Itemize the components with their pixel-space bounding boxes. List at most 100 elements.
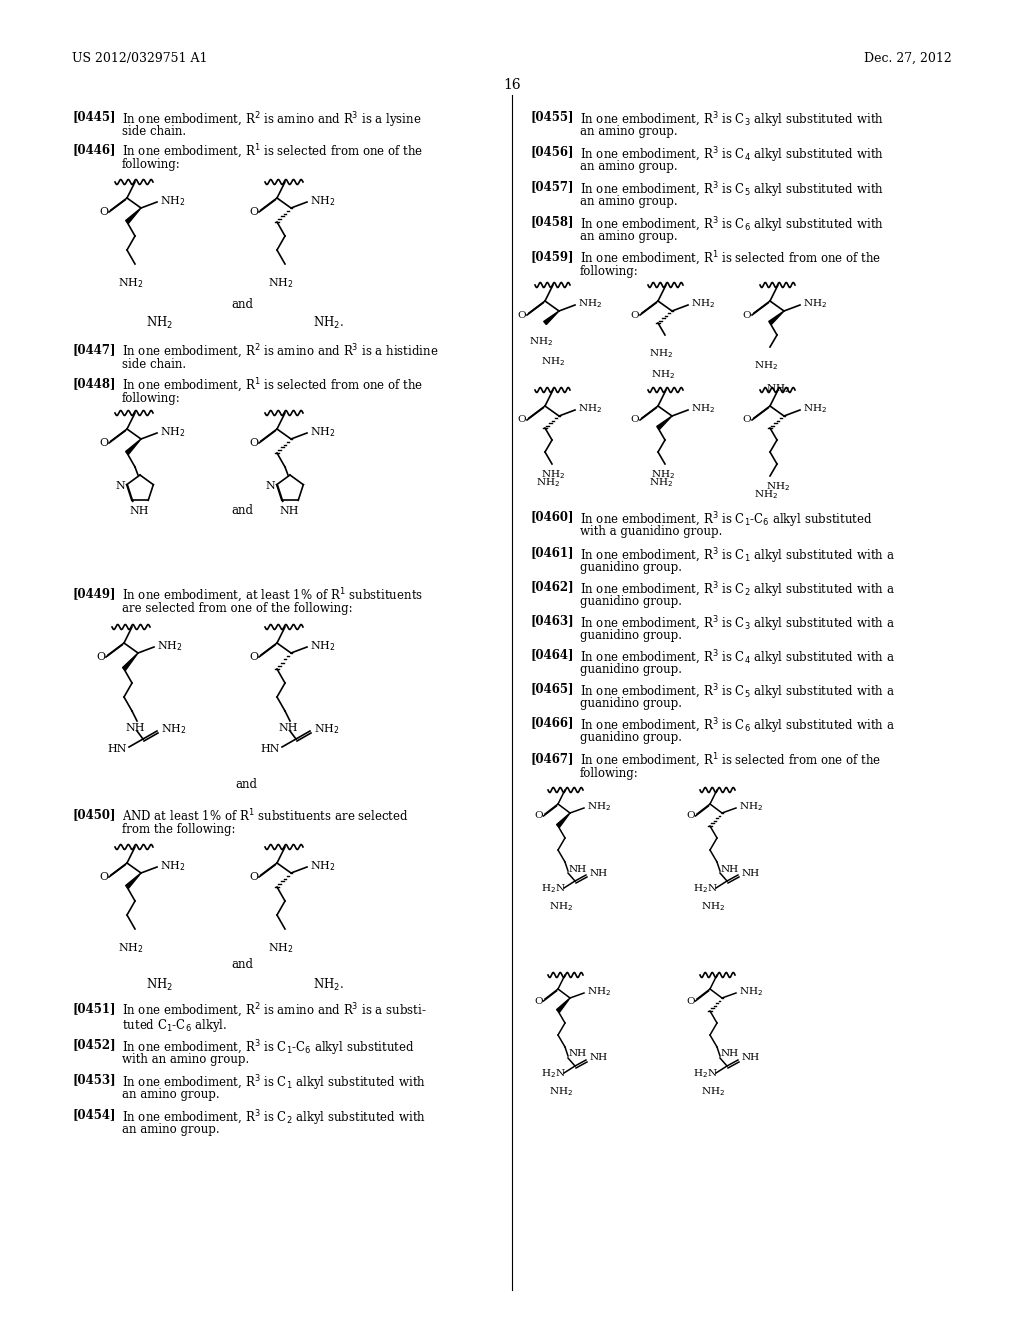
Text: O: O (631, 310, 639, 319)
Text: NH$_2$.: NH$_2$. (312, 977, 343, 993)
Text: are selected from one of the following:: are selected from one of the following: (122, 602, 352, 615)
Text: NH$_2$: NH$_2$ (160, 194, 185, 209)
Text: [0446]: [0446] (72, 143, 116, 156)
Text: an amino group.: an amino group. (580, 125, 678, 139)
Text: [0449]: [0449] (72, 587, 116, 601)
Text: [0465]: [0465] (530, 682, 573, 696)
Text: side chain.: side chain. (122, 125, 186, 139)
Text: HN: HN (260, 744, 280, 754)
Text: NH: NH (590, 869, 608, 878)
Text: N: N (265, 480, 274, 491)
Text: O: O (631, 416, 639, 425)
Text: NH: NH (280, 506, 299, 516)
Text: O: O (518, 416, 526, 425)
Text: NH$_2$: NH$_2$ (803, 297, 827, 310)
Text: [0459]: [0459] (530, 249, 573, 263)
Text: NH: NH (721, 1049, 739, 1059)
Text: NH$_2$: NH$_2$ (549, 1085, 573, 1098)
Text: NH$_2$: NH$_2$ (310, 425, 336, 438)
Text: NH$_2$.: NH$_2$. (312, 315, 343, 331)
Text: NH: NH (129, 506, 148, 516)
Text: In one embodiment, R$^3$ is C$_4$ alkyl substituted with a: In one embodiment, R$^3$ is C$_4$ alkyl … (580, 648, 895, 668)
Text: In one embodiment, R$^3$ is C$_1$-C$_6$ alkyl substituted: In one embodiment, R$^3$ is C$_1$-C$_6$ … (580, 510, 872, 529)
Text: with a guanidino group.: with a guanidino group. (580, 525, 722, 539)
Text: following:: following: (580, 265, 639, 279)
Text: [0450]: [0450] (72, 808, 116, 821)
Text: guanidino group.: guanidino group. (580, 731, 682, 744)
Text: [0466]: [0466] (530, 715, 573, 729)
Text: In one embodiment, R$^3$ is C$_3$ alkyl substituted with: In one embodiment, R$^3$ is C$_3$ alkyl … (580, 110, 884, 129)
Text: [0457]: [0457] (530, 180, 573, 193)
Text: NH$_2$: NH$_2$ (529, 335, 553, 347)
Text: O: O (99, 438, 109, 447)
Text: NH: NH (125, 723, 144, 733)
Text: and: and (234, 779, 257, 792)
Text: NH$_2$: NH$_2$ (310, 639, 336, 653)
Text: H$_2$N: H$_2$N (541, 883, 565, 895)
Text: [0460]: [0460] (530, 510, 573, 523)
Text: In one embodiment, R$^3$ is C$_5$ alkyl substituted with a: In one embodiment, R$^3$ is C$_5$ alkyl … (580, 682, 895, 702)
Text: [0456]: [0456] (530, 145, 573, 158)
Text: NH$_2$: NH$_2$ (157, 639, 182, 653)
Text: [0447]: [0447] (72, 343, 116, 356)
Text: H$_2$N: H$_2$N (692, 1068, 718, 1080)
Text: NH$_2$: NH$_2$ (268, 941, 294, 954)
Text: NH$_2$: NH$_2$ (766, 480, 791, 492)
Text: NH$_2$: NH$_2$ (754, 359, 778, 372)
Text: guanidino group.: guanidino group. (580, 630, 682, 642)
Text: In one embodiment, R$^3$ is C$_6$ alkyl substituted with: In one embodiment, R$^3$ is C$_6$ alkyl … (580, 215, 884, 235)
Text: AND at least 1% of R$^1$ substituents are selected: AND at least 1% of R$^1$ substituents ar… (122, 808, 409, 825)
Text: [0454]: [0454] (72, 1107, 116, 1121)
Text: O: O (687, 997, 695, 1006)
Text: O: O (518, 310, 526, 319)
Text: [0462]: [0462] (530, 579, 573, 593)
Text: US 2012/0329751 A1: US 2012/0329751 A1 (72, 51, 208, 65)
Text: O: O (687, 812, 695, 821)
Text: O: O (99, 873, 109, 882)
Text: [0458]: [0458] (530, 215, 573, 228)
Text: NH$_2$: NH$_2$ (146, 315, 173, 331)
Text: NH$_2$: NH$_2$ (536, 477, 560, 488)
Polygon shape (126, 209, 141, 223)
Text: N: N (115, 480, 125, 491)
Text: NH: NH (742, 869, 760, 878)
Text: NH$_2$: NH$_2$ (739, 801, 763, 813)
Text: [0448]: [0448] (72, 378, 116, 389)
Text: NH$_2$: NH$_2$ (578, 403, 602, 416)
Text: NH$_2$: NH$_2$ (587, 801, 611, 813)
Text: NH$_2$: NH$_2$ (701, 900, 725, 913)
Text: In one embodiment, R$^3$ is C$_4$ alkyl substituted with: In one embodiment, R$^3$ is C$_4$ alkyl … (580, 145, 884, 165)
Text: and: and (231, 503, 253, 516)
Text: [0452]: [0452] (72, 1038, 116, 1051)
Text: In one embodiment, R$^3$ is C$_1$-C$_6$ alkyl substituted: In one embodiment, R$^3$ is C$_1$-C$_6$ … (122, 1038, 415, 1057)
Text: guanidino group.: guanidino group. (580, 697, 682, 710)
Polygon shape (126, 873, 141, 888)
Polygon shape (544, 312, 559, 325)
Text: an amino group.: an amino group. (580, 160, 678, 173)
Text: NH$_2$: NH$_2$ (160, 859, 185, 873)
Text: guanidino group.: guanidino group. (580, 561, 682, 574)
Polygon shape (556, 998, 570, 1012)
Text: NH$_2$: NH$_2$ (578, 297, 602, 310)
Text: O: O (742, 416, 752, 425)
Text: In one embodiment, R$^3$ is C$_6$ alkyl substituted with a: In one embodiment, R$^3$ is C$_6$ alkyl … (580, 715, 895, 735)
Text: NH$_2$: NH$_2$ (161, 722, 186, 737)
Text: and: and (231, 298, 253, 312)
Text: following:: following: (580, 767, 639, 780)
Text: NH: NH (569, 1049, 587, 1059)
Text: an amino group.: an amino group. (122, 1088, 219, 1101)
Text: guanidino group.: guanidino group. (580, 663, 682, 676)
Polygon shape (556, 813, 570, 828)
Text: In one embodiment, R$^2$ is amino and R$^3$ is a substi-: In one embodiment, R$^2$ is amino and R$… (122, 1002, 427, 1020)
Text: O: O (742, 310, 752, 319)
Text: O: O (250, 438, 259, 447)
Text: and: and (231, 958, 253, 972)
Text: NH$_2$: NH$_2$ (268, 276, 294, 290)
Text: In one embodiment, R$^1$ is selected from one of the: In one embodiment, R$^1$ is selected fro… (122, 143, 423, 161)
Text: NH$_2$: NH$_2$ (310, 194, 336, 209)
Text: NH$_2$: NH$_2$ (541, 469, 565, 480)
Text: [0455]: [0455] (530, 110, 573, 123)
Text: [0467]: [0467] (530, 752, 573, 766)
Text: In one embodiment, R$^3$ is C$_5$ alkyl substituted with: In one embodiment, R$^3$ is C$_5$ alkyl … (580, 180, 884, 199)
Polygon shape (123, 653, 138, 671)
